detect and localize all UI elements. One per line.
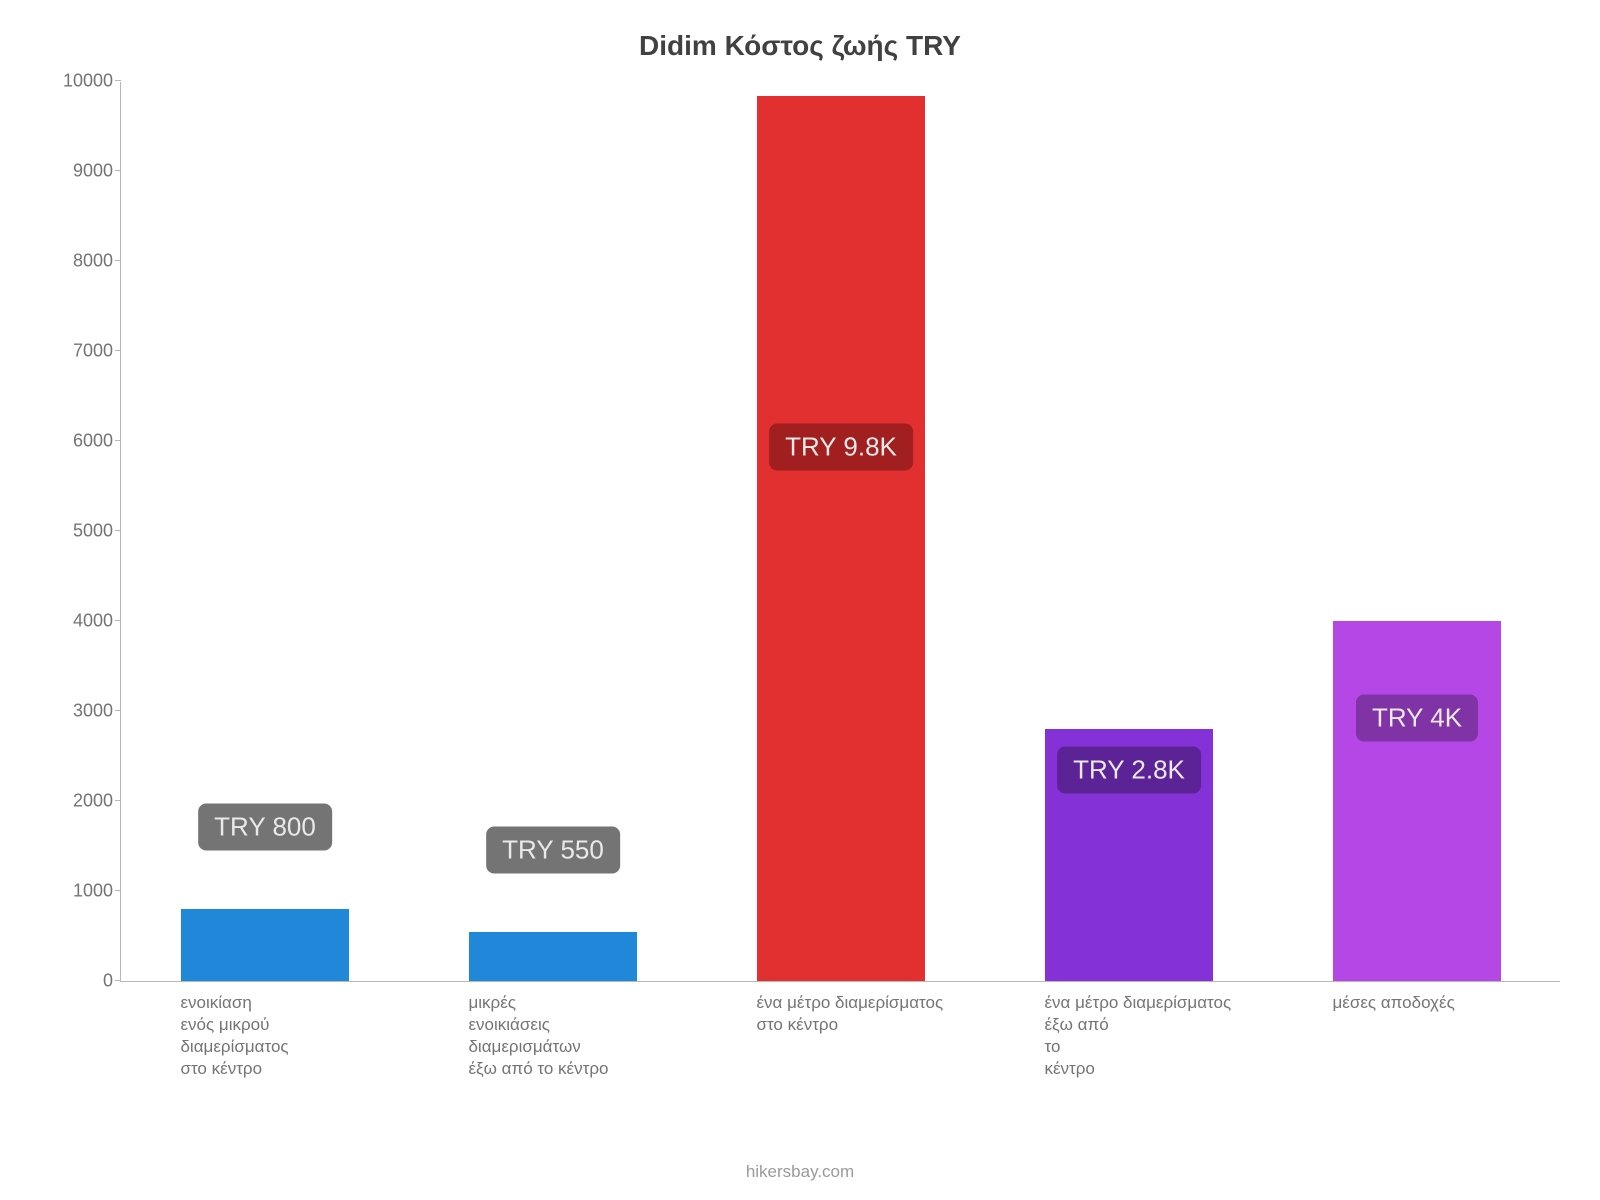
bar-value-label: TRY 800 [198,804,332,851]
y-tick-mark [115,800,121,801]
y-tick-label: 5000 [41,521,113,542]
bar-value-label: TRY 2.8K [1057,747,1201,794]
bar [181,909,348,981]
y-tick-label: 10000 [41,71,113,92]
y-tick-label: 4000 [41,611,113,632]
y-tick-mark [115,80,121,81]
y-tick-label: 3000 [41,701,113,722]
y-tick-label: 0 [41,971,113,992]
x-tick-label: μικρέςενοικιάσειςδιαμερισμάτωνέξω από το… [468,992,742,1080]
chart-title: Didim Κόστος ζωής TRY [40,30,1560,62]
y-tick-label: 7000 [41,341,113,362]
y-tick-mark [115,260,121,261]
y-tick-mark [115,980,121,981]
y-tick-mark [115,170,121,171]
bar [1333,621,1500,981]
y-tick-mark [115,350,121,351]
x-tick-label: ένα μέτρο διαμερίσματοςέξω απότοκέντρο [1044,992,1318,1080]
y-tick-mark [115,530,121,531]
y-tick-mark [115,620,121,621]
y-tick-mark [115,710,121,711]
y-tick-label: 8000 [41,251,113,272]
bar-value-label: TRY 4K [1356,695,1478,742]
bar [469,932,636,982]
x-tick-label: ενοικίασηενός μικρούδιαμερίσματοςστο κέν… [180,992,454,1080]
y-tick-label: 6000 [41,431,113,452]
bar-value-label: TRY 550 [486,826,620,873]
chart-container: Didim Κόστος ζωής TRY TRY 800TRY 550TRY … [0,0,1600,1200]
plot-area: TRY 800TRY 550TRY 9.8KTRY 2.8KTRY 4K 010… [120,82,1560,982]
attribution-text: hikersbay.com [746,1162,854,1182]
bar-value-label: TRY 9.8K [769,424,913,471]
y-tick-mark [115,890,121,891]
x-tick-label: ένα μέτρο διαμερίσματοςστο κέντρο [756,992,1030,1036]
x-tick-label: μέσες αποδοχές [1332,992,1600,1014]
y-tick-label: 9000 [41,161,113,182]
x-axis-labels: ενοικίασηενός μικρούδιαμερίσματοςστο κέν… [120,982,1560,1182]
y-tick-mark [115,440,121,441]
y-tick-label: 2000 [41,791,113,812]
y-tick-label: 1000 [41,881,113,902]
bars-layer: TRY 800 TRY 550 TRY 9.8K TRY 2.8K TRY 4K [121,82,1560,981]
bar [757,96,924,981]
